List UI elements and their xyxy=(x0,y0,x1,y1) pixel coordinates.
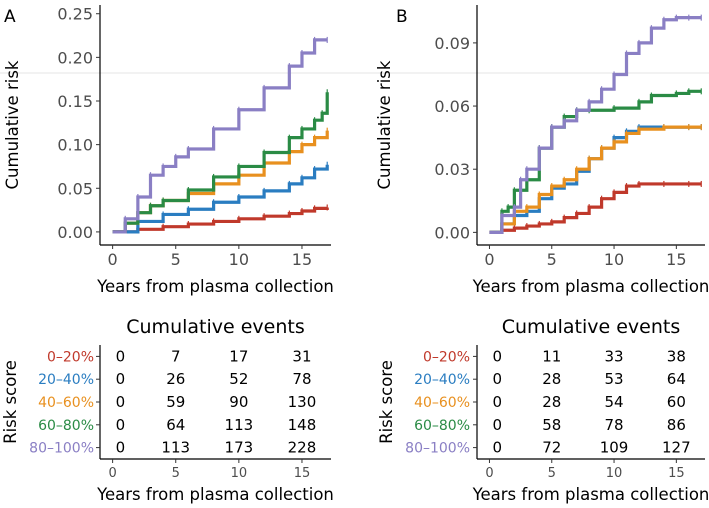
y-axis-label: Cumulative risk xyxy=(3,60,22,189)
table-cell: 38 xyxy=(667,347,686,365)
y-tick-label: 0.15 xyxy=(57,92,93,111)
table-cell: 148 xyxy=(288,416,317,434)
table-cell: 31 xyxy=(292,347,311,365)
table-cell: 0 xyxy=(492,393,502,411)
table-row-label: 40–60% xyxy=(38,395,94,411)
table-cell: 52 xyxy=(229,370,248,388)
table-row-label: 0–20% xyxy=(423,349,470,365)
table-cell: 59 xyxy=(166,393,185,411)
table-row-label: 60–80% xyxy=(414,418,470,434)
table-cell: 0 xyxy=(116,370,126,388)
table-cell: 109 xyxy=(600,439,629,457)
y-tick-label: 0.09 xyxy=(434,34,470,53)
table-row-label: 80–100% xyxy=(405,441,470,457)
table-x-tick-label: 15 xyxy=(668,466,685,481)
table-x-tick-label: 0 xyxy=(108,466,116,481)
x-tick-label: 0 xyxy=(108,250,118,269)
table-x-tick-label: 5 xyxy=(172,466,180,481)
table-cell: 28 xyxy=(542,370,561,388)
table-cell: 54 xyxy=(605,393,624,411)
table-cell: 127 xyxy=(662,439,691,457)
table-cell: 113 xyxy=(161,439,190,457)
table-row-label: 40–60% xyxy=(414,395,470,411)
table-x-tick-label: 0 xyxy=(485,466,493,481)
table-x-axis-label: Years from plasma collection xyxy=(96,485,334,504)
y-tick-label: 0.25 xyxy=(57,5,93,24)
y-tick-label: 0.05 xyxy=(57,179,93,198)
table-cell: 228 xyxy=(288,439,317,457)
table-cell: 86 xyxy=(667,416,686,434)
x-axis-label: Years from plasma collection xyxy=(472,277,709,296)
table-y-axis-label: Risk score xyxy=(1,360,20,444)
table-cell: 26 xyxy=(166,370,185,388)
table-cell: 64 xyxy=(166,416,185,434)
table-row-label: 20–40% xyxy=(38,372,94,388)
x-tick-label: 10 xyxy=(229,250,249,269)
table-cell: 0 xyxy=(492,416,502,434)
table-cell: 72 xyxy=(542,439,561,457)
table-cell: 130 xyxy=(288,393,317,411)
table-x-tick-label: 10 xyxy=(231,466,248,481)
table-cell: 64 xyxy=(667,370,686,388)
table-cell: 53 xyxy=(605,370,624,388)
table-cell: 0 xyxy=(492,439,502,457)
table-cell: 7 xyxy=(171,347,181,365)
table-title: Cumulative events xyxy=(126,316,305,338)
y-tick-label: 0.00 xyxy=(434,223,470,242)
y-tick-label: 0.06 xyxy=(434,97,470,116)
table-cell: 0 xyxy=(116,393,126,411)
x-tick-label: 15 xyxy=(666,250,686,269)
x-axis-label: Years from plasma collection xyxy=(96,277,334,296)
table-x-tick-label: 5 xyxy=(548,466,556,481)
table-cell: 60 xyxy=(667,393,686,411)
table-x-tick-label: 10 xyxy=(606,466,623,481)
x-tick-label: 0 xyxy=(484,250,494,269)
y-tick-label: 0.03 xyxy=(434,160,470,179)
table-title: Cumulative events xyxy=(502,316,681,338)
table-cell: 0 xyxy=(492,370,502,388)
table-cell: 0 xyxy=(116,439,126,457)
table-cell: 173 xyxy=(225,439,254,457)
table-x-tick-label: 15 xyxy=(294,466,311,481)
table-cell: 113 xyxy=(225,416,254,434)
table-cell: 78 xyxy=(292,370,311,388)
table-cell: 17 xyxy=(229,347,248,365)
y-tick-label: 0.20 xyxy=(57,48,93,67)
table-row-label: 80–100% xyxy=(29,441,94,457)
series-line-5 xyxy=(112,38,328,234)
table-y-axis-label: Risk score xyxy=(377,360,396,444)
table-cell: 90 xyxy=(229,393,248,411)
y-tick-label: 0.00 xyxy=(57,223,93,242)
table-cell: 0 xyxy=(492,347,502,365)
x-tick-label: 15 xyxy=(292,250,312,269)
table-cell: 0 xyxy=(116,347,126,365)
y-tick-label: 0.10 xyxy=(57,136,93,155)
table-cell: 28 xyxy=(542,393,561,411)
panel-letter: A xyxy=(4,7,16,27)
table-row-label: 0–20% xyxy=(47,349,94,365)
series-line-5 xyxy=(489,16,702,234)
panel-letter: B xyxy=(396,7,408,27)
x-tick-label: 5 xyxy=(171,250,181,269)
y-axis-label: Cumulative risk xyxy=(375,60,394,189)
table-cell: 11 xyxy=(542,347,561,365)
table-cell: 58 xyxy=(542,416,561,434)
panel-b: B 0.00 0.03 0.06 0.09 0 5 10 15 Years from plasma… xyxy=(375,5,709,504)
table-cell: 78 xyxy=(605,416,624,434)
table-cell: 0 xyxy=(116,416,126,434)
table-row-label: 20–40% xyxy=(414,372,470,388)
panel-a: A 0.00 0.05 0.10 0.15 0.20 0.25 0 5 10 15 Years fro… xyxy=(1,5,334,504)
table-row-label: 60–80% xyxy=(38,418,94,434)
x-tick-label: 10 xyxy=(604,250,624,269)
table-cell: 33 xyxy=(605,347,624,365)
x-tick-label: 5 xyxy=(547,250,557,269)
table-x-axis-label: Years from plasma collection xyxy=(472,485,709,504)
